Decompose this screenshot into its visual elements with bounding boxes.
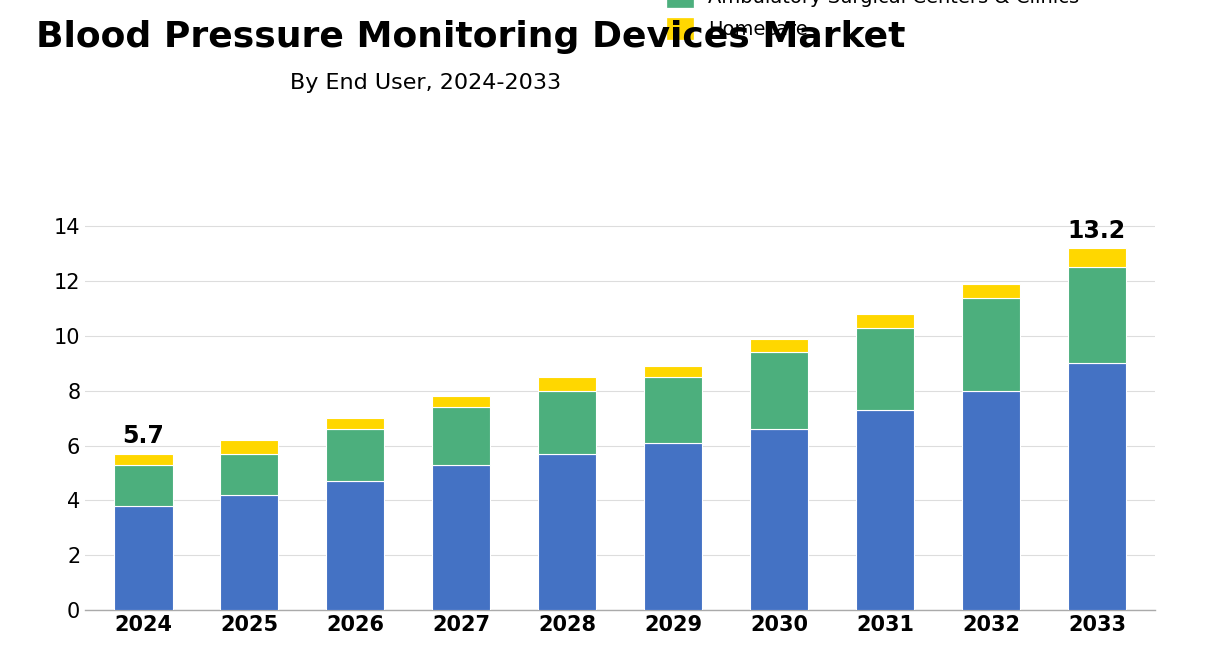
Bar — [644, 366, 703, 377]
Bar — [114, 453, 173, 465]
Bar — [114, 465, 173, 506]
Bar — [114, 506, 173, 610]
Bar — [537, 391, 596, 453]
Bar — [1068, 363, 1126, 610]
Bar — [750, 339, 809, 352]
Bar — [326, 418, 384, 429]
Bar — [962, 298, 1020, 391]
Bar — [962, 284, 1020, 298]
Bar — [856, 328, 914, 410]
Text: Blood Pressure Monitoring Devices Market: Blood Pressure Monitoring Devices Market — [36, 20, 906, 54]
Bar — [537, 453, 596, 610]
Bar — [962, 391, 1020, 610]
Bar — [856, 410, 914, 610]
Bar — [750, 429, 809, 610]
Bar — [220, 453, 278, 495]
Bar — [326, 429, 384, 481]
Bar — [1068, 248, 1126, 267]
Bar — [644, 377, 703, 443]
Bar — [326, 481, 384, 610]
Bar — [1068, 267, 1126, 363]
Bar — [750, 352, 809, 429]
Text: 13.2: 13.2 — [1068, 219, 1126, 243]
Bar — [644, 443, 703, 610]
Bar — [537, 377, 596, 391]
Bar — [432, 407, 490, 465]
Bar — [220, 495, 278, 610]
Bar — [856, 314, 914, 328]
Text: By End User, 2024-2033: By End User, 2024-2033 — [291, 73, 561, 93]
Bar — [432, 465, 490, 610]
Bar — [432, 396, 490, 407]
Bar — [220, 440, 278, 453]
Legend: Hospitals, Ambulatory Surgical Centers & Clinics, Homecare: Hospitals, Ambulatory Surgical Centers &… — [668, 0, 1080, 38]
Text: 5.7: 5.7 — [123, 424, 164, 448]
